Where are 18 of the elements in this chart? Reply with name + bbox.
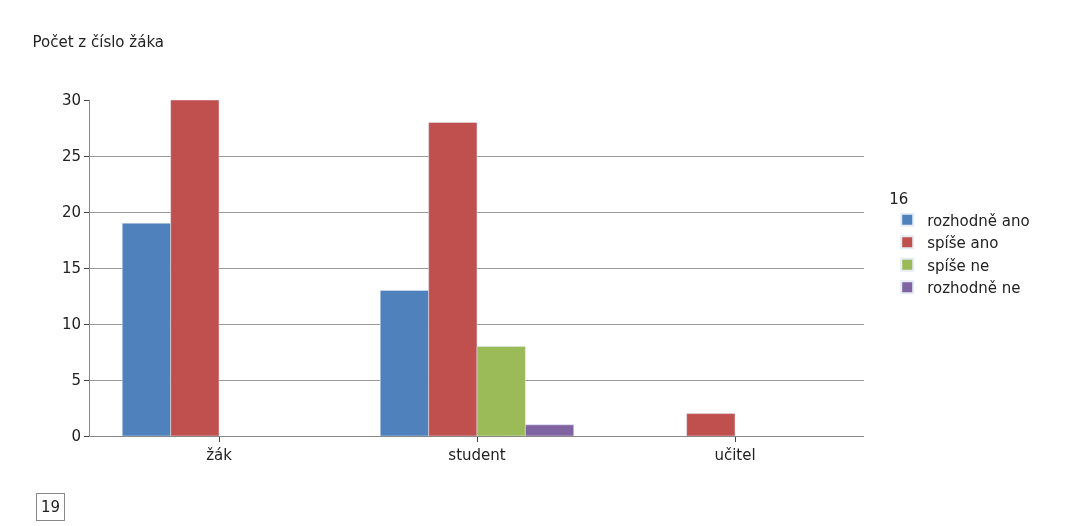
legend-label: rozhodně ne [927, 279, 1021, 298]
legend-title: 16 [889, 189, 909, 208]
legend-label: spíše ano [927, 234, 999, 253]
y-tick-label: 20 [61, 203, 81, 222]
legend-label: rozhodně ano [927, 211, 1030, 230]
x-tick-label: žák [206, 446, 233, 464]
y-tick-label: 0 [71, 427, 81, 446]
text: 19 [41, 498, 61, 516]
x-tick-label: učitel [714, 446, 756, 464]
chart-title: Počet z číslo žáka [32, 33, 164, 52]
x-tick-label: student [448, 446, 506, 464]
legend-label: spíše ne [927, 256, 990, 275]
y-tick-label: 25 [61, 147, 81, 166]
y-tick-label: 30 [61, 91, 81, 110]
y-tick-label: 10 [61, 315, 81, 334]
y-tick-label: 5 [71, 371, 81, 390]
bar [686, 413, 736, 436]
y-tick-label: 15 [61, 259, 81, 278]
